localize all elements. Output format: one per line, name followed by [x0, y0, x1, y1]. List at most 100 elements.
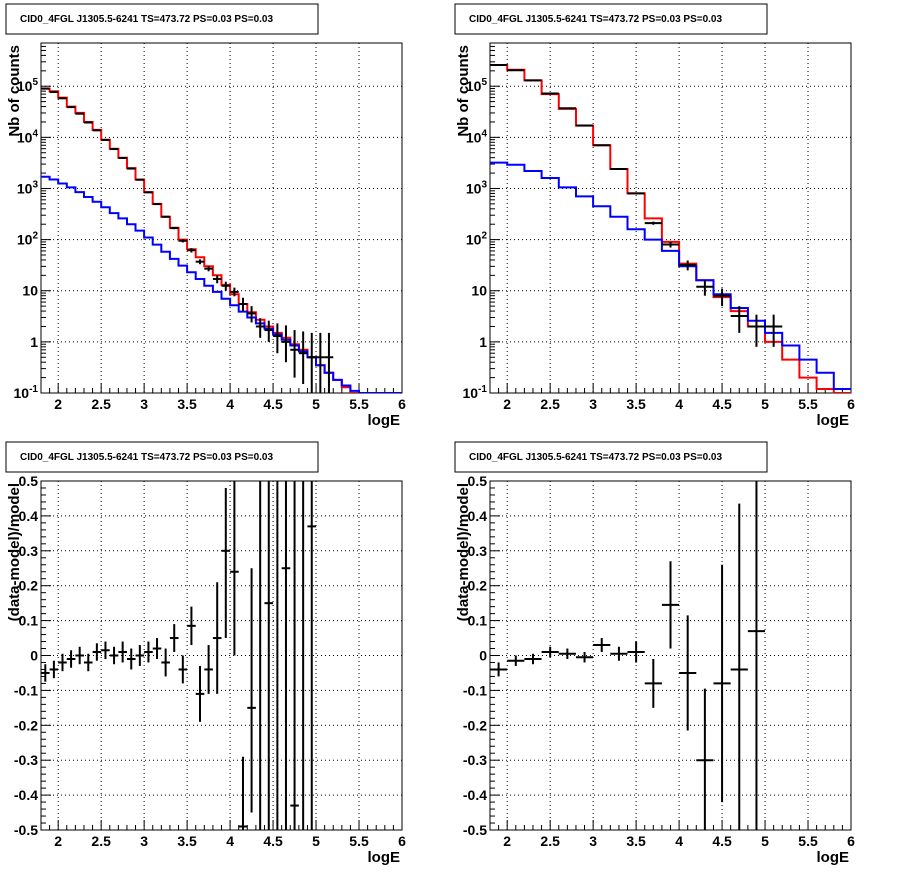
x-axis-label: logE [368, 849, 401, 866]
data-point [118, 641, 127, 663]
plot-area [490, 63, 851, 393]
grid [41, 481, 402, 830]
ticks [40, 480, 403, 831]
y-axis-label: Nb of counts [6, 45, 23, 137]
tick-label: -0.5 [14, 822, 38, 838]
data-point [152, 638, 162, 659]
tick-label: 6 [847, 396, 855, 412]
chart-title: CID0_4FGL J1305.5-6241 TS=473.72 PS=0.03… [469, 14, 722, 25]
tick-label: 4.5 [263, 833, 283, 849]
tick-label: 105 [466, 77, 488, 94]
tick-label: 0.2 [468, 578, 488, 594]
component-histogram [41, 175, 402, 393]
chart-panel-tr: CID0_4FGL J1305.5-6241 TS=473.72 PS=0.03… [454, 3, 855, 429]
data-point [230, 481, 239, 656]
tick-label: 0.5 [468, 473, 488, 489]
ticks [489, 480, 852, 831]
data-point [109, 148, 119, 151]
tick-label: 5.5 [798, 396, 818, 412]
data-point [490, 662, 508, 677]
data-point [765, 314, 783, 347]
data-point [730, 503, 748, 830]
tick-label: 6 [847, 833, 855, 849]
data-point [541, 646, 559, 658]
tick-label: -0.2 [463, 717, 487, 733]
tick-label: 0.5 [19, 473, 39, 489]
data-point [169, 624, 179, 653]
tick-label: 0 [479, 648, 487, 664]
tick-label: 3.5 [177, 396, 197, 412]
grid [490, 481, 851, 830]
data-point [747, 314, 766, 347]
y-axis-label: (data-model)/model [455, 483, 472, 621]
data-point [238, 756, 248, 830]
data-point [290, 481, 299, 830]
tick-label: 3 [140, 833, 148, 849]
chart-panel-br: CID0_4FGL J1305.5-6241 TS=473.72 PS=0.03… [454, 441, 855, 866]
plot-frame [489, 42, 852, 394]
data-point [679, 260, 697, 271]
x-axis-label: logE [817, 412, 850, 429]
tick-label: 2.5 [540, 396, 560, 412]
data-point [524, 653, 542, 665]
tick-label: -0.1 [14, 682, 38, 698]
plot-area [41, 481, 317, 830]
data-point [92, 129, 102, 132]
tick-label: 103 [17, 179, 39, 196]
tick-label: 102 [17, 231, 39, 248]
data-point [247, 568, 256, 813]
data-point [161, 215, 170, 218]
data-point [135, 645, 145, 666]
chart-title-box [5, 3, 319, 35]
model-histogram [41, 87, 402, 393]
data-point [58, 97, 67, 100]
data-point [66, 650, 76, 668]
chart-title-box [454, 3, 768, 35]
chart-title: CID0_4FGL J1305.5-6241 TS=473.72 PS=0.03… [469, 452, 722, 463]
chart-title-box [454, 441, 768, 473]
tick-label: 2 [54, 396, 62, 412]
data-point [58, 653, 67, 672]
tick-label: -0.4 [14, 787, 38, 803]
data-point [281, 481, 291, 830]
data-point [41, 664, 50, 682]
data-point [316, 332, 325, 393]
x-axis-label: logE [817, 849, 850, 866]
data-point [627, 192, 645, 195]
tick-label: 10 [471, 283, 487, 299]
tick-label: 0.2 [19, 578, 39, 594]
tick-label: 1 [479, 334, 487, 350]
data-point [273, 323, 282, 354]
tick-label: -0.3 [14, 752, 38, 768]
data-point [679, 615, 697, 731]
tick-label: 5.5 [798, 833, 818, 849]
data-point [135, 178, 145, 181]
tick-label: 0.1 [19, 613, 39, 629]
data-point [696, 280, 714, 296]
data-point [187, 606, 196, 646]
data-point [126, 167, 136, 170]
tick-label: 4.5 [263, 396, 283, 412]
data-point [610, 646, 628, 661]
data-point [627, 641, 645, 663]
data-point [144, 191, 153, 194]
data-point [281, 325, 291, 363]
ticks [489, 42, 852, 394]
data-point [575, 124, 594, 127]
chart-title: CID0_4FGL J1305.5-6241 TS=473.72 PS=0.03… [20, 452, 273, 463]
data-point [126, 648, 136, 670]
tick-label: 4 [675, 833, 683, 849]
tick-label: 10 [22, 283, 38, 299]
tick-label: 3 [589, 396, 597, 412]
data-point [730, 306, 748, 333]
data-point [644, 221, 662, 225]
data-point [109, 646, 119, 665]
data-point [118, 156, 127, 159]
data-point [644, 658, 662, 708]
tick-label: 2 [503, 833, 511, 849]
data-point [255, 318, 265, 338]
tick-label: -0.5 [463, 822, 487, 838]
tick-label: 3.5 [177, 833, 197, 849]
tick-label: 5.5 [349, 396, 369, 412]
